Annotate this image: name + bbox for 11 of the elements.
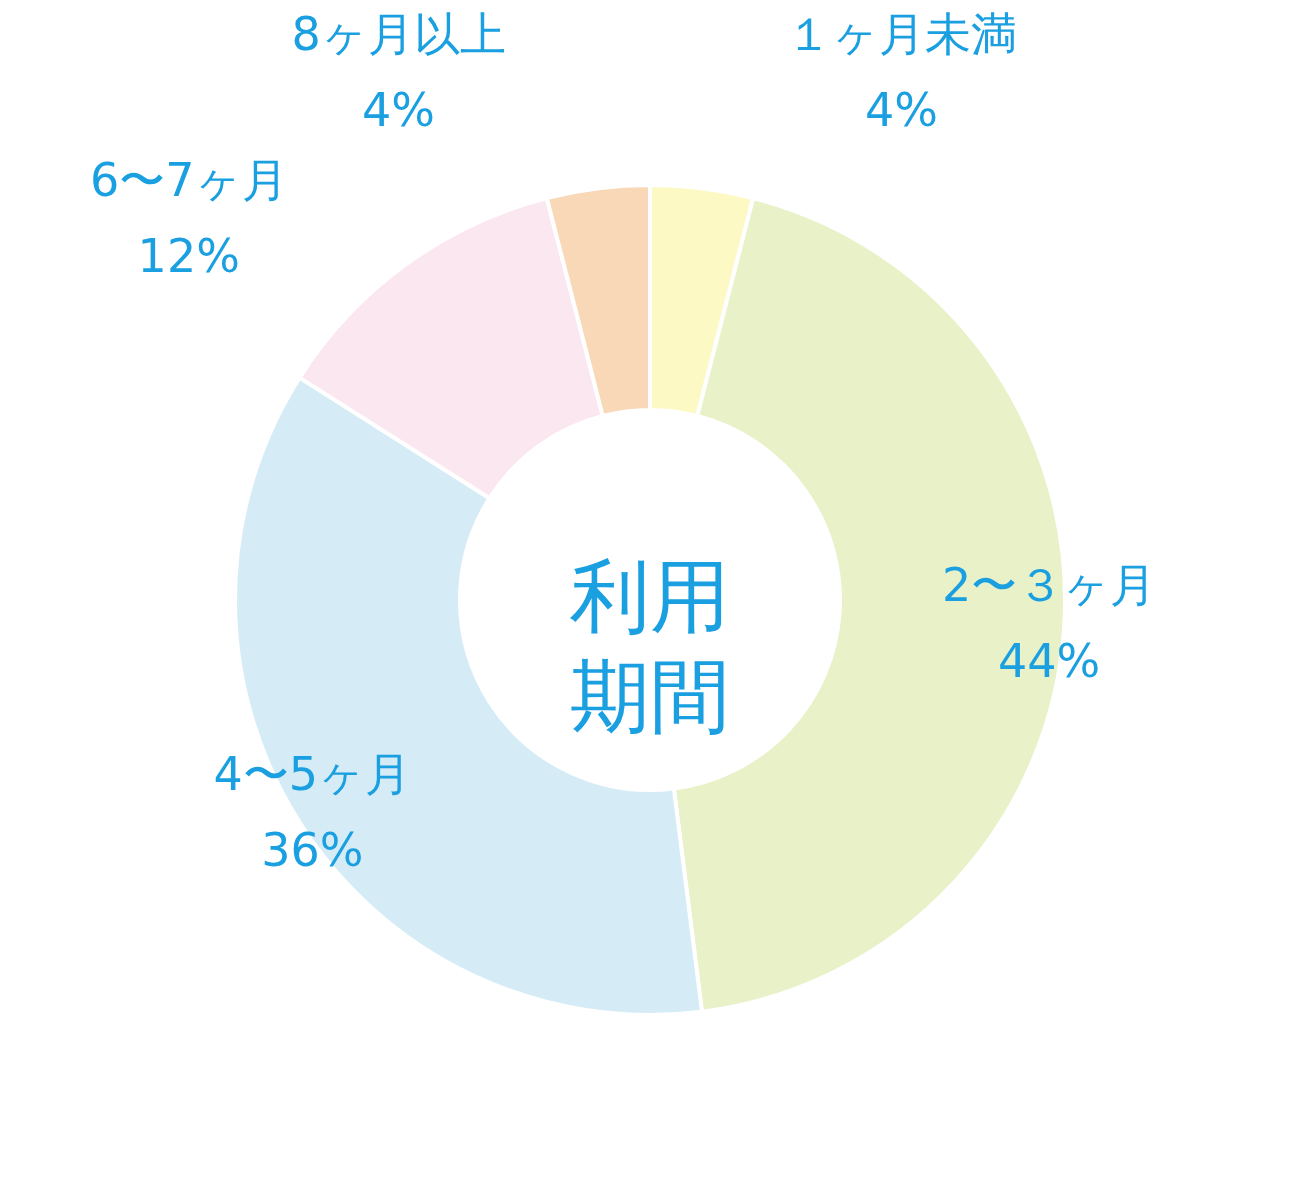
slice-label: 8ヶ月以上 [291,7,506,62]
slice-label: 6〜7ヶ月 [89,152,288,207]
slice-label: １ヶ月未満 [785,7,1017,62]
data-label: 12% [137,228,240,283]
slice-label: 2〜３ヶ月 [942,558,1157,613]
text: 利用期間 [570,550,730,743]
data-label: 4% [362,83,436,138]
data-label: 44% [998,634,1101,689]
slice-label: 4〜5ヶ月 [213,747,412,802]
data-label: 4% [864,83,938,138]
data-label: 36% [261,823,364,878]
